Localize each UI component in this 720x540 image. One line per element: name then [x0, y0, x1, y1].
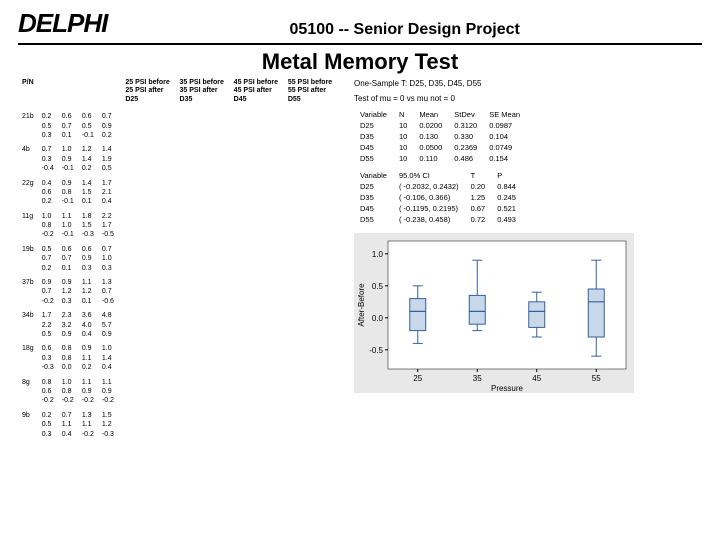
table-row: 18g0.60.80.91.0	[18, 339, 118, 353]
table-row: 0.30.91.41.9	[18, 155, 118, 164]
data-table: P/N25 PSI before25 PSI afterD2535 PSI be…	[18, 79, 338, 439]
table-row: 11g1.01.11.82.2	[18, 207, 118, 221]
table-row: -0.2-0.1-0.3-0.5	[18, 230, 118, 239]
logo: DELPHI	[18, 8, 107, 39]
table-row: 0.30.81.11.4	[18, 354, 118, 363]
stats-row: D35100.1300.3300.104	[354, 131, 526, 142]
table-row: 0.51.11.11.2	[18, 420, 118, 429]
boxplot-chart: -0.5 0.0 0.5 1.0 25 35 45 55 Pressure After-Befor…	[354, 233, 702, 393]
divider	[18, 43, 702, 45]
svg-text:55: 55	[592, 374, 601, 383]
table-row: 21b0.20.60.60.7	[18, 107, 118, 121]
svg-text:After-Before: After-Before	[357, 283, 366, 327]
col-header: 45 PSI before45 PSI afterD45	[230, 79, 284, 107]
table-row: 0.71.21.20.7	[18, 287, 118, 296]
svg-text:Pressure: Pressure	[491, 384, 524, 393]
col-header: 35 PSI before35 PSI afterD35	[176, 79, 230, 107]
table-row: 0.60.80.90.9	[18, 387, 118, 396]
svg-text:45: 45	[532, 374, 541, 383]
stats-table-1: VariableNMeanStDevSE MeanD25100.02000.31…	[354, 109, 526, 164]
table-row: -0.2-0.2-0.2-0.2	[18, 396, 118, 405]
table-row: 0.70.70.91.0	[18, 254, 118, 263]
stats-row: D45100.05000.23690.0749	[354, 142, 526, 153]
table-row: 2.23.24.05.7	[18, 321, 118, 330]
table-row: 0.30.1-0.10.2	[18, 131, 118, 140]
table-row: 22g0.40.91.41.7	[18, 174, 118, 188]
svg-text:25: 25	[413, 374, 422, 383]
table-row: 0.81.01.51.7	[18, 221, 118, 230]
table-row: 8g0.81.01.11.1	[18, 373, 118, 387]
table-row: -0.20.30.1-0.6	[18, 297, 118, 306]
stats-row: D55100.1100.4860.154	[354, 153, 526, 164]
table-row: -0.30.00.20.4	[18, 363, 118, 372]
svg-text:0.5: 0.5	[372, 282, 384, 291]
stats-row: D55( -0.238, 0.458)0.720.493	[354, 214, 522, 225]
svg-text:0.0: 0.0	[372, 314, 384, 323]
stats-row: D45( -0.1195, 0.2195)0.670.521	[354, 203, 522, 214]
stats-row: D35( -0.106, 0.366)1.250.245	[354, 192, 522, 203]
stats-row: D25( -0.2032, 0.2432)0.200.844	[354, 181, 522, 192]
table-row: 0.20.10.30.3	[18, 264, 118, 273]
stats-title: One-Sample T: D25, D35, D45, D55	[354, 79, 702, 88]
table-row: -0.4-0.10.20.5	[18, 164, 118, 173]
project-title: 05100 -- Senior Design Project	[107, 21, 702, 39]
table-row: 0.60.81.52.1	[18, 188, 118, 197]
col-header: 55 PSI before55 PSI afterD55	[284, 79, 338, 107]
table-row: 0.2-0.10.10.4	[18, 197, 118, 206]
stats-subtitle: Test of mu = 0 vs mu not = 0	[354, 94, 702, 103]
svg-text:35: 35	[473, 374, 482, 383]
table-row: 0.50.70.50.9	[18, 122, 118, 131]
col-header: P/N	[18, 79, 121, 107]
page-title: Metal Memory Test	[0, 49, 720, 75]
table-row: 9b0.20.71.31.5	[18, 406, 118, 420]
table-row: 34b1.72.33.64.8	[18, 306, 118, 320]
table-row: 4b0.71.01.21.4	[18, 140, 118, 154]
table-row: 37b0.90.91.11.3	[18, 273, 118, 287]
stats-table-2: Variable95.0% CITPD25( -0.2032, 0.2432)0…	[354, 170, 522, 225]
table-row: 0.50.90.40.9	[18, 330, 118, 339]
table-row: 19b0.50.60.60.7	[18, 240, 118, 254]
svg-text:1.0: 1.0	[372, 250, 384, 259]
table-row: 0.30.4-0.2-0.3	[18, 430, 118, 439]
col-header: 25 PSI before25 PSI afterD25	[121, 79, 175, 107]
svg-text:-0.5: -0.5	[369, 346, 383, 355]
stats-row: D25100.02000.31200.0987	[354, 120, 526, 131]
